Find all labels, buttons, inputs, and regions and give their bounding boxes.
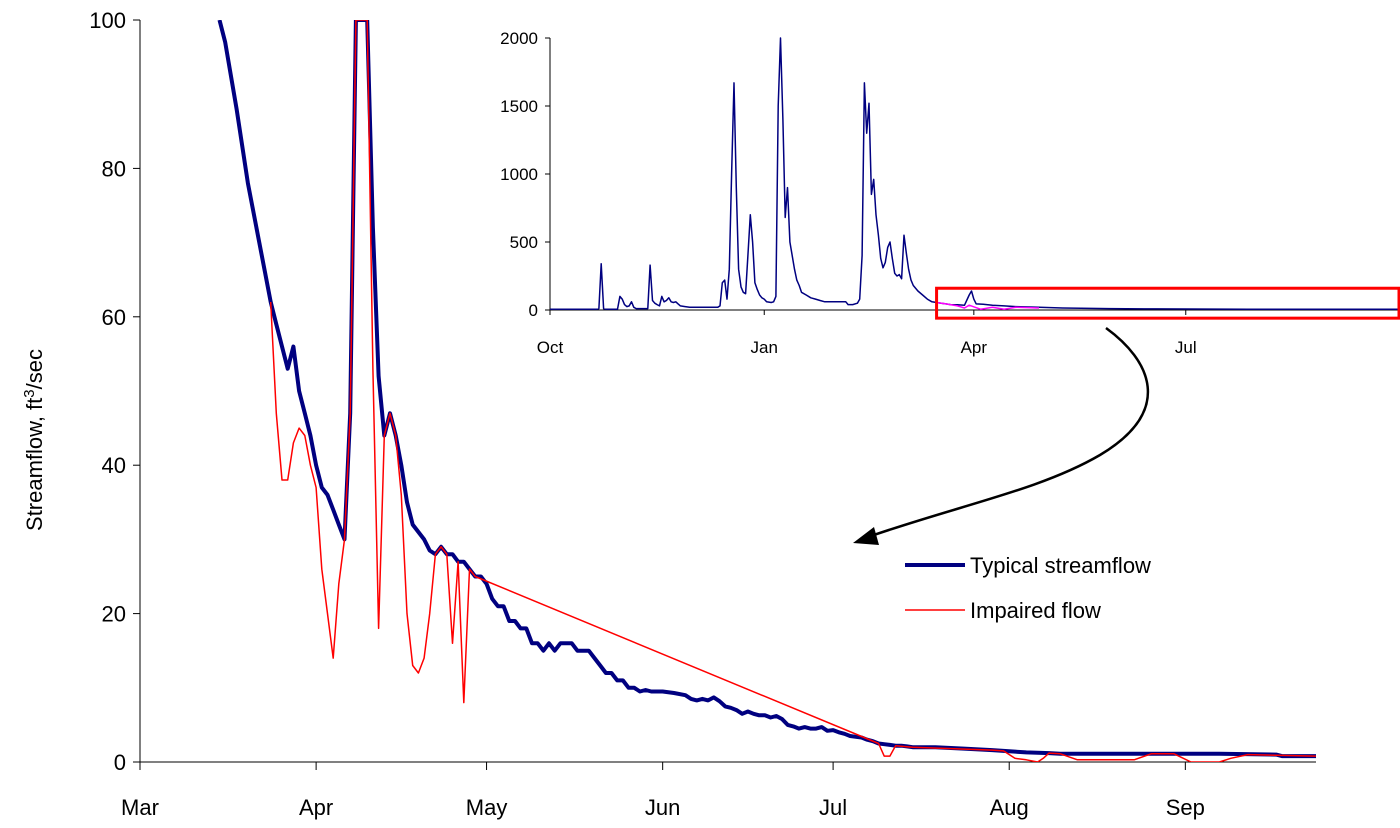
x-tick-label: May (466, 795, 508, 820)
inset-y-tick-label: 0 (529, 301, 538, 320)
series-line-typical (217, 20, 1316, 759)
legend: Typical streamflow Impaired flow (905, 553, 1151, 623)
x-tick-label: Aug (990, 795, 1029, 820)
main-axes (133, 19, 1316, 770)
x-tick-label: Sep (1166, 795, 1205, 820)
legend-label-typical: Typical streamflow (970, 553, 1151, 578)
arrow-curve (867, 326, 1150, 539)
main-tick-labels: 0 20 40 60 80 100 Mar Apr May Jun Jul Aug Sep (89, 8, 1205, 820)
main-series-group (217, 20, 1317, 762)
y-axis-label-superscript: 3 (21, 389, 38, 397)
y-axis-label: Streamflow, ft3/sec (21, 349, 47, 531)
inset-impaired-line (936, 301, 1040, 311)
inset-x-tick-label: Apr (961, 338, 988, 357)
inset-x-tick-label: Oct (537, 338, 564, 357)
arrow-head-icon (853, 527, 879, 545)
inset-y-tick-label: 500 (510, 233, 538, 252)
x-tick-label: Apr (299, 795, 333, 820)
y-tick-label: 80 (102, 156, 126, 181)
y-tick-label: 20 (102, 602, 126, 627)
x-tick-label: Jun (645, 795, 680, 820)
y-tick-label: 100 (89, 8, 126, 33)
inset-chart: 0 500 1000 1500 2000 Oct Jan Apr Jul (500, 29, 1400, 357)
inset-zoom-rectangle (935, 286, 1400, 320)
legend-item-impaired: Impaired flow (905, 598, 1101, 623)
y-axis-label-suffix: /sec (22, 349, 47, 389)
inset-axes (545, 37, 1400, 315)
x-tick-label: Jul (819, 795, 847, 820)
y-tick-label: 60 (102, 305, 126, 330)
inset-y-tick-label: 2000 (500, 29, 538, 48)
y-axis-label-text: Streamflow, ft (22, 398, 47, 531)
inset-highlight-box (935, 286, 1400, 320)
inset-y-tick-label: 1000 (500, 165, 538, 184)
legend-label-impaired: Impaired flow (970, 598, 1101, 623)
inset-x-tick-label: Jul (1175, 338, 1197, 357)
inset-x-tick-label: Jan (751, 338, 778, 357)
inset-y-tick-label: 1500 (500, 97, 538, 116)
x-tick-label: Mar (121, 795, 159, 820)
zoom-arrow (853, 326, 1150, 545)
y-tick-label: 0 (114, 750, 126, 775)
y-tick-label: 40 (102, 453, 126, 478)
inset-series-group (550, 37, 1400, 311)
main-chart: Streamflow, ft3/sec 0 20 40 60 80 100 Mar Apr Ma… (21, 8, 1317, 820)
legend-item-typical: Typical streamflow (905, 553, 1151, 578)
series-line-impaired (269, 20, 1317, 762)
inset-tick-labels: 0 500 1000 1500 2000 Oct Jan Apr Jul (500, 29, 1196, 357)
inset-series-line (550, 37, 1400, 311)
